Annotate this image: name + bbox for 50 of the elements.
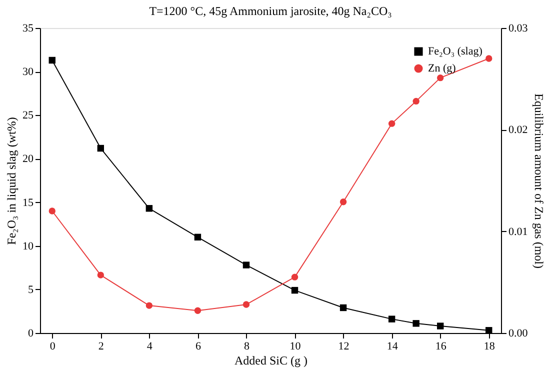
point bbox=[412, 98, 420, 105]
y-tick-label: 10 bbox=[22, 240, 34, 252]
point bbox=[291, 274, 298, 280]
point bbox=[486, 327, 492, 334]
legend-label: Fe₂O₃ (slag) bbox=[428, 46, 483, 58]
y2-tick-label: 0.00 bbox=[508, 328, 528, 340]
point bbox=[388, 316, 396, 322]
x-tick-label: 14 bbox=[386, 340, 398, 352]
y-tick-label: 5 bbox=[28, 284, 34, 296]
x-tick-label: 18 bbox=[484, 340, 496, 352]
point bbox=[340, 198, 347, 206]
x-tick-label: 8 bbox=[244, 340, 250, 352]
x-tick-label: 10 bbox=[290, 340, 302, 352]
point bbox=[97, 144, 104, 152]
point bbox=[388, 120, 396, 127]
chart-title: T=1200 °C, 45g Ammonium jarosite, 40g Na₂CO₃ bbox=[149, 4, 392, 18]
x-tick-label: 0 bbox=[50, 340, 56, 352]
x-axis-title: Added SiC (g ) bbox=[234, 354, 308, 368]
point bbox=[97, 272, 104, 278]
legend-label: Zn (g) bbox=[428, 62, 456, 74]
x-tick-label: 4 bbox=[146, 340, 153, 352]
y-tick-label: 25 bbox=[22, 110, 34, 122]
point bbox=[486, 55, 492, 62]
x-tick-label: 2 bbox=[98, 340, 104, 352]
point bbox=[194, 307, 202, 314]
y-tick-label: 20 bbox=[22, 153, 34, 166]
point bbox=[291, 286, 298, 294]
y-axis-title: Fe₂O₃ in liquid slag (wt%) bbox=[4, 117, 18, 245]
point bbox=[412, 320, 420, 327]
point bbox=[48, 208, 56, 214]
y-tick-label: 35 bbox=[22, 22, 34, 34]
y-tick-label: 0 bbox=[28, 328, 34, 340]
y2-tick-label: 0.02 bbox=[508, 124, 528, 136]
point bbox=[194, 234, 202, 240]
x-tick-label: 6 bbox=[195, 340, 202, 352]
x-tick-label: 12 bbox=[338, 340, 350, 352]
point bbox=[340, 304, 347, 312]
point bbox=[146, 205, 153, 212]
y2-tick-label: 0.01 bbox=[508, 226, 528, 238]
y2-axis-title: Equilibrium amount of Zn gas (mol) bbox=[532, 94, 546, 268]
y-tick-label: 15 bbox=[22, 196, 34, 209]
point bbox=[242, 301, 250, 308]
point bbox=[146, 302, 153, 309]
y2-tick-label: 0.03 bbox=[508, 22, 528, 34]
point bbox=[436, 322, 444, 330]
point bbox=[48, 56, 56, 64]
point bbox=[242, 262, 250, 268]
y-tick-label: 30 bbox=[22, 66, 34, 78]
point bbox=[436, 74, 444, 82]
x-tick-label: 16 bbox=[435, 340, 447, 352]
